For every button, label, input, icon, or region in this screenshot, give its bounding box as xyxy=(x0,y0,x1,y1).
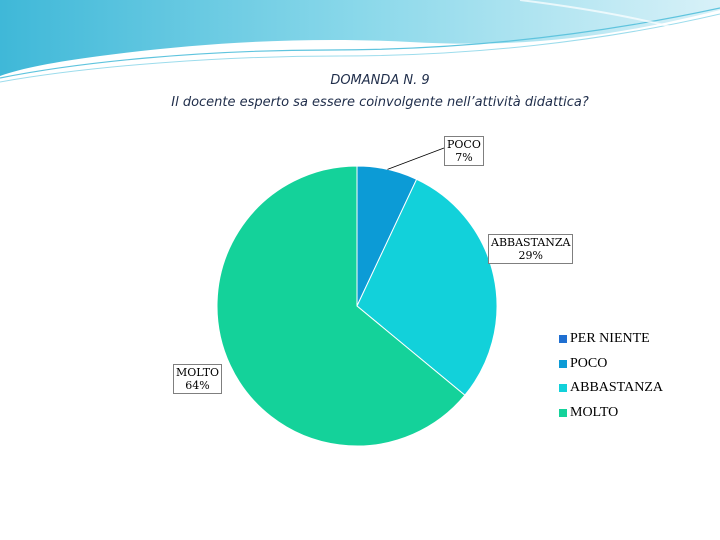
pie-slice-abbastanza xyxy=(356,178,498,396)
legend-item-per-niente: PER NIENTE xyxy=(559,327,663,352)
header-wave-decoration xyxy=(0,0,720,83)
legend-label: MOLTO xyxy=(570,404,619,420)
data-label-abbastanza: ABBASTANZA 29% xyxy=(488,234,574,264)
chart-title-line-2: Il docente esperto sa essere coinvolgent… xyxy=(171,95,589,110)
legend-label: PER NIENTE xyxy=(570,331,650,347)
data-label-molto: MOLTO 64% xyxy=(173,364,223,394)
chart-title-line-1: DOMANDA N. 9 xyxy=(330,73,430,88)
legend-item-molto: MOLTO xyxy=(559,401,663,426)
pie-slice-molto xyxy=(216,165,466,447)
legend-label: ABBASTANZA xyxy=(570,380,663,396)
data-label-poco: POCO 7% xyxy=(444,136,484,166)
legend-swatch xyxy=(559,384,567,393)
legend-item-abbastanza: ABBASTANZA xyxy=(559,376,663,401)
legend-swatch xyxy=(559,359,567,368)
legend-label: POCO xyxy=(570,355,608,371)
chart-legend: PER NIENTE POCO ABBASTANZA MOLTO xyxy=(559,327,663,425)
leader-line-poco xyxy=(387,147,445,170)
legend-swatch xyxy=(559,335,567,344)
legend-swatch xyxy=(559,408,567,417)
legend-item-poco: POCO xyxy=(559,352,663,377)
